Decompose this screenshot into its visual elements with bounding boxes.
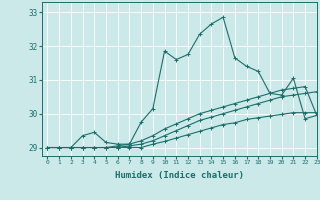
X-axis label: Humidex (Indice chaleur): Humidex (Indice chaleur) <box>115 171 244 180</box>
